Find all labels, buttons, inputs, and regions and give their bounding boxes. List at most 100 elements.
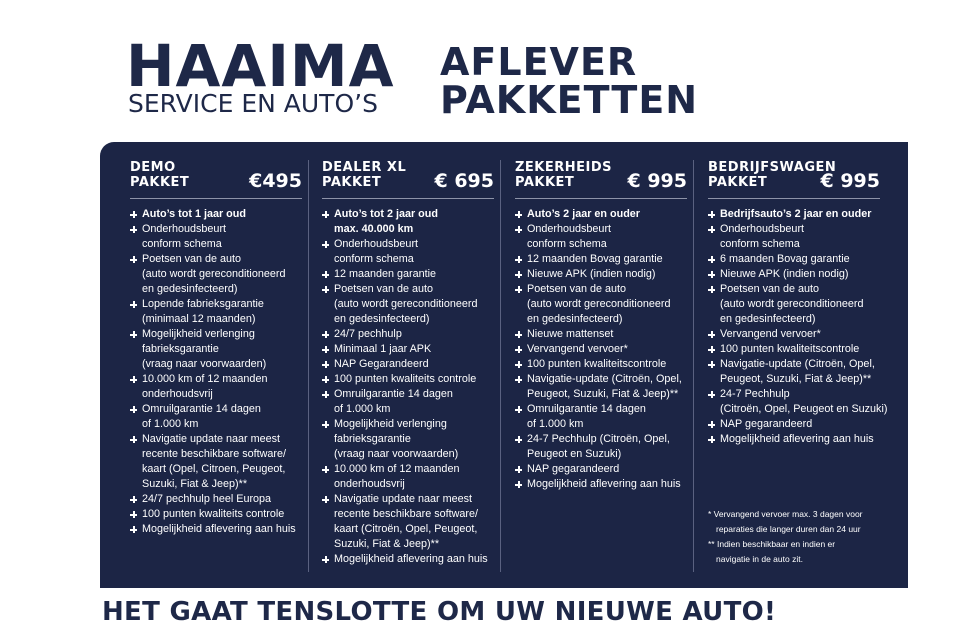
feature-item: Mogelijkheid aflevering aan huis xyxy=(708,432,880,447)
footnote-line: reparaties die langer duren dan 24 uur xyxy=(716,524,861,534)
header-rule xyxy=(515,198,687,199)
feature-item: Poetsen van de auto (auto wordt gerecondi… xyxy=(515,282,687,327)
bullet-plus xyxy=(515,466,522,473)
item-line: 10.000 km of 12 maanden xyxy=(334,463,460,475)
bullet-plus xyxy=(708,436,715,443)
bullet-plus xyxy=(322,556,329,563)
item-line: Onderhoudsbeurt xyxy=(527,223,612,235)
item-line: conform schema xyxy=(142,238,222,250)
item-line: fabrieksgarantie xyxy=(334,433,411,445)
bullet-plus xyxy=(515,361,522,368)
bullet-plus xyxy=(322,466,329,473)
feature-item: Poetsen van de auto (auto wordt gerecondi… xyxy=(322,282,494,327)
package-header: DEALER XL PAKKET € 695 xyxy=(322,160,494,192)
feature-item: Lopende fabrieksgarantie (minimaal 12 maa… xyxy=(130,297,302,327)
item-line: kaart (Opel, Citroen, Peugeot, xyxy=(142,463,286,475)
item-line: Poetsen van de auto xyxy=(527,283,627,295)
item-line: onderhoudsvrij xyxy=(334,478,405,490)
feature-item: 12 maanden Bovag garantie xyxy=(515,252,687,267)
bullet-plus xyxy=(130,331,137,338)
feature-item: Onderhoudsbeurt conform schema xyxy=(515,222,687,252)
packages-panel: DEMO PAKKET €495 Auto’s tot 1 jaar oud Onder… xyxy=(100,142,908,588)
item-line: kaart (Citroën, Opel, Peugeot, xyxy=(334,523,478,535)
feature-item: Navigatie update naar meest recente besch… xyxy=(130,432,302,492)
feature-item: 100 punten kwaliteitscontrole xyxy=(515,357,687,372)
item-line: (auto wordt gereconditioneerd xyxy=(720,298,864,310)
package-column: ZEKERHEIDS PAKKET € 995 Auto’s 2 jaar en ou… xyxy=(515,160,687,492)
bullet-plus xyxy=(708,421,715,428)
feature-item: Mogelijkheid aflevering aan huis xyxy=(130,522,302,537)
bullet-plus xyxy=(708,391,715,398)
item-line: Auto’s tot 2 jaar oud xyxy=(334,208,438,220)
bullet-plus xyxy=(515,211,522,218)
item-line: Onderhoudsbeurt xyxy=(334,238,419,250)
feature-item: Onderhoudsbeurt conform schema xyxy=(322,237,494,267)
item-line: (vraag naar voorwaarden) xyxy=(334,448,459,460)
item-line: en gedesinfecteerd) xyxy=(142,283,238,295)
bullet-plus xyxy=(322,361,329,368)
header-rule xyxy=(130,198,302,199)
logo-tagline: SERVICE EN AUTO’S xyxy=(128,89,378,118)
item-line: Nieuwe APK (indien nodig) xyxy=(527,268,656,280)
package-name: ZEKERHEIDS xyxy=(515,160,613,175)
feature-item: NAP gegarandeerd xyxy=(708,417,880,432)
item-line: NAP gegarandeerd xyxy=(527,463,620,475)
item-line: 100 punten kwaliteitscontrole xyxy=(527,358,667,370)
feature-item: Minimaal 1 jaar APK xyxy=(322,342,494,357)
item-line: (minimaal 12 maanden) xyxy=(142,313,256,325)
item-line: (auto wordt gereconditioneerd xyxy=(142,268,286,280)
bullet-plus xyxy=(515,256,522,263)
item-line: Vervangend vervoer* xyxy=(720,328,821,340)
item-line: Vervangend vervoer* xyxy=(527,343,628,355)
item-line: Mogelijkheid aflevering aan huis xyxy=(720,433,874,445)
item-line: Peugeot, Suzuki, Fiat & Jeep)** xyxy=(527,388,679,400)
bullet-plus xyxy=(130,376,137,383)
feature-item: Navigatie-update (Citroën, Opel, Peugeot,… xyxy=(515,372,687,402)
feature-item: Navigatie update naar meest recente besch… xyxy=(322,492,494,552)
package-price: €495 xyxy=(249,170,302,192)
bullet-plus xyxy=(708,286,715,293)
package-column: DEALER XL PAKKET € 695 Auto’s tot 2 jaar ou… xyxy=(322,160,494,567)
feature-item: 10.000 km of 12 maanden onderhoudsvrij xyxy=(322,462,494,492)
feature-item: Poetsen van de auto (auto wordt gerecondi… xyxy=(708,282,880,327)
bullet-plus xyxy=(130,436,137,443)
item-line: of 1.000 km xyxy=(142,418,199,430)
package-name: DEALER XL xyxy=(322,160,407,175)
package-name: DEMO xyxy=(130,160,176,175)
feature-item: Mogelijkheid verlenging fabrieksgarantie (… xyxy=(322,417,494,462)
bullet-plus xyxy=(322,376,329,383)
bullet-plus xyxy=(515,271,522,278)
bullet-plus xyxy=(130,511,137,518)
item-line: Mogelijkheid aflevering aan huis xyxy=(334,553,488,565)
package-name: PAKKET xyxy=(515,175,575,190)
bullet-plus xyxy=(708,346,715,353)
footnote-line: * Vervangend vervoer max. 3 dagen voor xyxy=(708,509,863,519)
item-line: Omruilgarantie 14 dagen xyxy=(142,403,261,415)
package-header: ZEKERHEIDS PAKKET € 995 xyxy=(515,160,687,192)
item-line: Auto’s tot 1 jaar oud xyxy=(142,208,246,220)
item-line: Onderhoudsbeurt xyxy=(720,223,805,235)
feature-item: Nieuwe APK (indien nodig) xyxy=(515,267,687,282)
feature-item: Onderhoudsbeurt conform schema xyxy=(130,222,302,252)
bullet-plus xyxy=(515,286,522,293)
item-line: recente beschikbare software/ xyxy=(142,448,287,460)
feature-item: Mogelijkheid aflevering aan huis xyxy=(322,552,494,567)
feature-item: NAP Gegarandeerd xyxy=(322,357,494,372)
item-line: 24-7 Pechhulp xyxy=(720,388,790,400)
item-line: Poetsen van de auto xyxy=(334,283,434,295)
package-price: € 995 xyxy=(820,170,881,192)
item-line: 100 punten kwaliteitscontrole xyxy=(720,343,860,355)
item-line: conform schema xyxy=(720,238,800,250)
bullet-plus xyxy=(322,286,329,293)
item-line: 24/7 pechhulp xyxy=(334,328,402,340)
column-divider xyxy=(308,160,309,572)
bullet-plus xyxy=(708,256,715,263)
highlight-item: Auto’s tot 1 jaar oud xyxy=(130,207,302,222)
feature-item: 24-7 Pechhulp (Citroën, Opel, Peugeot en … xyxy=(515,432,687,462)
feature-item: 6 maanden Bovag garantie xyxy=(708,252,880,267)
item-line: Nieuwe APK (indien nodig) xyxy=(720,268,849,280)
bullet-plus xyxy=(515,436,522,443)
item-line: 6 maanden Bovag garantie xyxy=(720,253,850,265)
item-line: NAP Gegarandeerd xyxy=(334,358,429,370)
